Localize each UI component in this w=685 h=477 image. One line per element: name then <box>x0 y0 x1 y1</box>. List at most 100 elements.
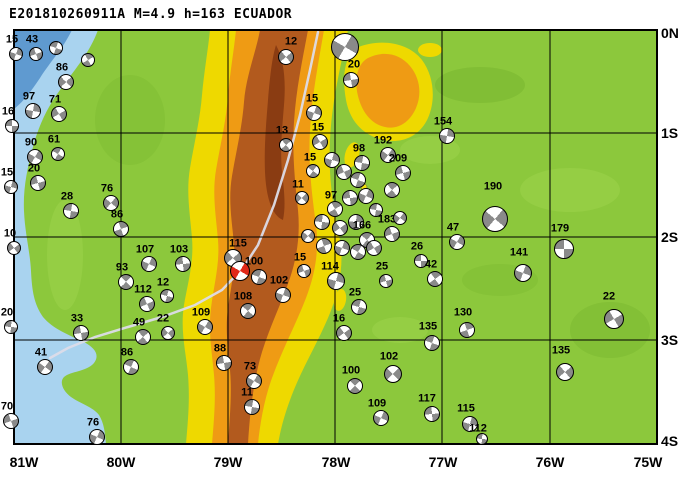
focal-mechanism <box>462 416 478 432</box>
east-ridge-orange <box>356 53 420 128</box>
event-depth-label: 28 <box>60 190 74 203</box>
event-depth-label: 15 <box>303 151 317 164</box>
event-depth-label: 112 <box>469 422 487 435</box>
x-axis-label: 77W <box>428 454 458 470</box>
focal-mechanism <box>301 229 315 243</box>
focal-mechanism <box>3 413 19 429</box>
focal-mechanism <box>384 226 400 242</box>
event-depth-label: 141 <box>509 246 529 259</box>
event-depth-label: 16 <box>332 312 346 325</box>
focal-mechanism <box>4 320 18 334</box>
event-depth-label: 26 <box>410 240 424 253</box>
great-circle-path <box>48 30 320 360</box>
focal-mechanism <box>197 319 213 335</box>
focal-mechanism <box>51 147 65 161</box>
focal-mechanism <box>449 234 465 250</box>
focal-mechanism <box>514 264 532 282</box>
focal-mechanism <box>73 325 89 341</box>
grid-lines <box>14 30 657 444</box>
event-depth-label: 22 <box>602 290 616 303</box>
focal-mechanism <box>554 239 574 259</box>
event-depth-label: 22 <box>156 312 170 325</box>
y-axis-label: 4S <box>661 433 679 449</box>
focal-mechanism <box>316 238 332 254</box>
map-frame <box>13 29 658 445</box>
event-depth-label: 117 <box>418 392 436 405</box>
focal-mechanism <box>51 106 67 122</box>
focal-mechanism <box>354 155 370 171</box>
event-depth-label: 107 <box>135 243 155 256</box>
event-depth-label: 98 <box>352 142 366 155</box>
focal-mechanism <box>334 240 350 256</box>
focal-mechanism <box>350 244 366 260</box>
focal-mechanism <box>113 221 129 237</box>
event-depth-label: 86 <box>55 61 69 74</box>
event-depth-label: 76 <box>86 416 100 429</box>
focal-mechanism <box>366 240 382 256</box>
event-depth-label: 61 <box>47 133 61 146</box>
event-depth-label: 114 <box>321 260 339 273</box>
event-depth-label: 86 <box>120 346 134 359</box>
focal-mechanism <box>476 433 488 445</box>
event-depth-label: 13 <box>275 124 289 137</box>
focal-mechanism <box>103 195 119 211</box>
event-depth-label: 109 <box>191 306 211 319</box>
event-depth-label: 47 <box>446 221 460 234</box>
focal-mechanism <box>246 373 262 389</box>
event-depth-label: 43 <box>25 33 39 46</box>
focal-mechanism <box>439 128 455 144</box>
focal-mechanism <box>295 191 309 205</box>
event-depth-label: 70 <box>0 400 14 413</box>
focal-mechanism <box>324 152 340 168</box>
focal-mechanism <box>5 119 19 133</box>
focal-mechanism <box>160 289 174 303</box>
focal-mechanism <box>351 299 367 315</box>
focal-mechanism <box>350 172 366 188</box>
event-depth-label: 97 <box>324 189 338 202</box>
focal-mechanism <box>123 359 139 375</box>
focal-mechanism <box>327 201 343 217</box>
event-depth-label: 15 <box>293 251 307 264</box>
event-depth-label: 15 <box>0 166 14 179</box>
event-depth-label: 115 <box>457 402 475 415</box>
focal-mechanism <box>279 138 293 152</box>
event-depth-label: 12 <box>284 35 298 48</box>
focal-mechanism <box>4 180 18 194</box>
event-depth-label: 25 <box>348 286 362 299</box>
event-depth-label: 166 <box>352 219 372 232</box>
focal-mechanism <box>343 72 359 88</box>
focal-mechanism <box>7 241 21 255</box>
focal-mechanism <box>275 287 291 303</box>
event-depth-label: 135 <box>551 344 571 357</box>
event-depth-label: 15 <box>305 92 319 105</box>
event-depth-label: 100 <box>341 364 361 377</box>
y-axis-label: 1S <box>661 125 679 141</box>
event-depth-label: 20 <box>27 162 41 175</box>
focal-mechanism <box>395 165 411 181</box>
focal-mechanism <box>175 256 191 272</box>
focal-mechanism <box>332 220 348 236</box>
focal-mechanism <box>9 47 23 61</box>
event-depth-label: 49 <box>132 316 146 329</box>
event-depth-label: 20 <box>347 58 361 71</box>
event-depth-label: 11 <box>241 386 253 399</box>
focal-mechanism <box>58 74 74 90</box>
event-depth-label: 100 <box>244 255 264 268</box>
focal-mechanism <box>81 53 95 67</box>
x-axis-label: 76W <box>535 454 565 470</box>
event-depth-label: 90 <box>24 136 38 149</box>
x-axis-label: 78W <box>321 454 351 470</box>
focal-mechanism <box>459 322 475 338</box>
focal-mechanism <box>384 365 402 383</box>
event-depth-label: 115 <box>229 237 247 250</box>
event-depth-label: 20 <box>0 306 14 319</box>
event-depth-label: 154 <box>433 115 453 128</box>
event-depth-label: 97 <box>22 90 36 103</box>
event-depth-label: 179 <box>550 222 570 235</box>
event-depth-label: 109 <box>367 397 387 410</box>
focal-mechanism <box>424 335 440 351</box>
x-axis-label: 75W <box>633 454 663 470</box>
focal-mechanism <box>556 363 574 381</box>
focal-mechanism-main <box>230 261 250 281</box>
